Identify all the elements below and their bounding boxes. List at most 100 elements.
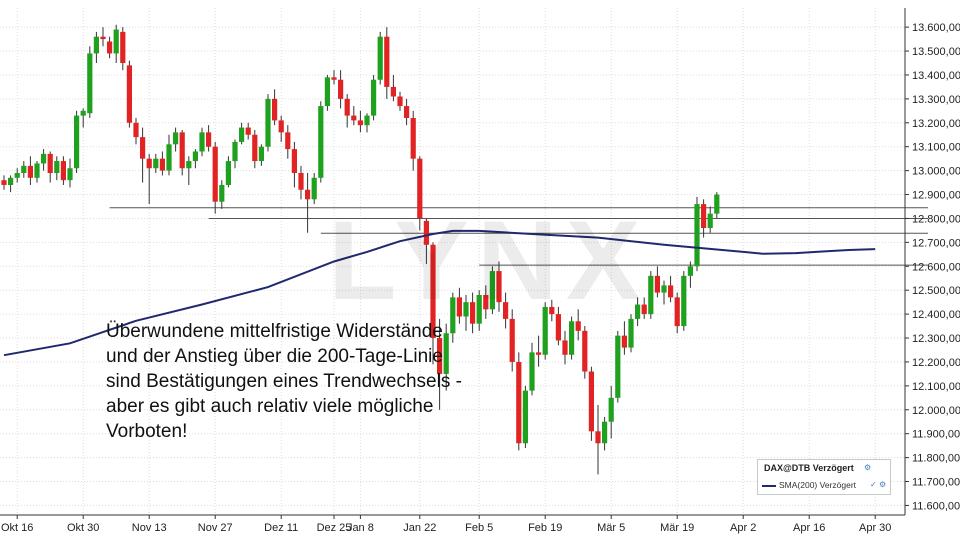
candle [74,110,80,174]
y-tick-label: 12.800,00 [912,213,960,225]
candle-body [463,302,469,317]
candle-body [239,127,245,142]
candle-body [8,177,14,185]
candle [621,321,627,355]
candle-body [371,79,377,116]
y-tick-label: 13.400,00 [912,70,960,82]
chart-legend: DAX@DTB Verzögert ⚙ SMA(200) Verzögert ✓… [757,459,891,495]
check-icon[interactable]: ✓ [870,480,877,489]
candle-body [602,421,608,444]
candle-body [153,158,159,169]
x-tick-label: Apr 30 [859,522,891,534]
y-tick-label: 12.200,00 [912,357,960,369]
candle [100,27,106,47]
candle [423,218,429,264]
candle-body [173,132,179,145]
candle [470,292,476,334]
candle [285,125,291,159]
candle [476,290,482,331]
x-tick-label: Jan 8 [347,522,374,534]
x-axis-ticks: Okt 16 Okt 30 Nov 13 Nov 27 Dez 11 Dez 25Jan … [1,515,891,534]
candle-body [628,318,634,348]
candle [258,144,264,166]
candle [397,91,403,111]
candle-body [278,120,284,133]
candle-body [522,390,528,444]
candle-body [549,306,555,315]
candle-body [120,31,126,64]
candle-body [192,151,198,162]
candle [608,385,614,439]
candle [654,266,660,298]
candle [516,352,522,451]
candle-body [41,153,47,164]
candle-body [496,271,502,303]
candle [272,89,278,126]
candle-body [694,204,700,267]
candle [93,31,99,64]
candle [707,206,713,233]
candle-body [430,244,436,339]
candle [628,314,634,353]
candle-body [476,294,482,324]
y-tick-label: 12.900,00 [912,190,960,202]
candle [661,280,667,305]
y-tick-label: 12.000,00 [912,405,960,417]
candle [635,297,641,327]
x-tick-label: Apr 16 [793,522,825,534]
settings-icon[interactable]: ⚙ [864,463,872,472]
candle-body [443,333,449,374]
axes [0,8,906,516]
candle [595,404,601,475]
settings-icon[interactable]: ⚙ [879,480,887,489]
lynx-watermark: LYNX [328,198,649,323]
candle [463,294,469,331]
candle [344,94,350,128]
candle [186,156,192,185]
sma-line [3,229,876,357]
candle-body [285,132,291,150]
candle-body [351,115,357,121]
candle [120,27,126,71]
candle [192,149,198,169]
candles [1,24,720,475]
candle-body [423,220,429,245]
candle-body [661,285,667,293]
candle [324,74,330,111]
candle [21,161,27,178]
candle-body [588,371,594,432]
candle [489,266,495,315]
legend-series: SMA(200) Verzögert [762,480,856,490]
candle [232,139,238,169]
y-tick-label: 13.000,00 [912,166,960,178]
candle [54,156,60,181]
candle-body [265,98,271,147]
candle [357,110,363,133]
y-tick-label: 12.100,00 [912,381,960,393]
candle [483,285,489,319]
candle-body [536,352,542,355]
candle [555,306,561,346]
candle-body [133,122,139,138]
x-tick-label: Okt 16 [1,522,33,534]
candle-body [100,36,106,40]
y-tick-label: 13.300,00 [912,94,960,106]
candle [179,129,185,176]
grid-lines [0,8,905,515]
candle-body [146,158,152,169]
candle [173,127,179,152]
candle-body [529,352,535,391]
candle-body [107,41,113,54]
candle [674,292,680,334]
candle-body [470,302,476,324]
candle [549,299,555,322]
candle [536,335,542,367]
candle [443,323,449,391]
candle [648,271,654,319]
candle [456,287,462,324]
candle [687,261,693,288]
candle-body [707,213,713,229]
candle-body [291,149,297,174]
candle-body [159,158,165,171]
candle [87,46,93,119]
